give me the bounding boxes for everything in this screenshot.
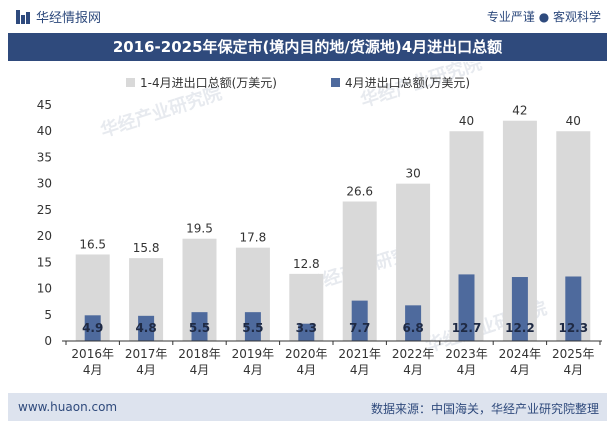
data-label-month: 12.3 (558, 321, 588, 335)
x-tick-label: 2024年 (499, 347, 542, 361)
x-tick-label: 4月 (510, 363, 530, 377)
legend-swatch (126, 78, 135, 87)
bar-month (191, 312, 208, 341)
x-tick-label: 4月 (83, 363, 103, 377)
data-label-total: 26.6 (346, 184, 373, 198)
x-tick-label: 2020年 (285, 347, 328, 361)
data-label-total: 19.5 (186, 222, 213, 236)
bar-month (138, 315, 155, 341)
y-tick-label: 35 (37, 150, 52, 164)
x-tick-label: 4月 (243, 363, 263, 377)
x-tick-label: 2018年 (178, 347, 221, 361)
brand: 华经情报网 (16, 7, 101, 26)
data-label-total: 16.5 (79, 237, 106, 251)
bar-month (405, 305, 422, 341)
slogan: 专业严谨 ● 客观科学 (486, 10, 601, 24)
data-label-month: 12.2 (505, 321, 535, 335)
bar-month (298, 323, 315, 341)
bar-month (511, 277, 528, 341)
y-tick-label: 0 (44, 334, 52, 348)
data-label-total: 40 (566, 114, 581, 128)
data-source: 数据来源：中国海关，华经产业研究院整理 (370, 402, 599, 416)
data-label-total: 12.8 (293, 257, 320, 271)
bar-month (244, 312, 261, 341)
y-tick-label: 40 (37, 124, 52, 138)
data-label-month: 12.7 (452, 321, 482, 335)
x-tick-label: 4月 (403, 363, 423, 377)
x-tick-label: 4月 (457, 363, 477, 377)
brand-name: 华经情报网 (36, 11, 102, 26)
data-label-month: 4.8 (135, 321, 156, 335)
x-tick-label: 2022年 (392, 347, 435, 361)
x-tick-label: 2025年 (552, 347, 595, 361)
y-tick-label: 5 (44, 308, 52, 322)
bar-month (458, 274, 475, 341)
legend-label: 1-4月进出口总额(万美元) (140, 76, 277, 90)
data-label-month: 3.3 (296, 321, 317, 335)
data-label-total: 42 (512, 104, 527, 118)
x-tick-label: 2023年 (445, 347, 488, 361)
y-tick-label: 45 (37, 98, 52, 112)
x-tick-label: 2017年 (125, 347, 168, 361)
y-tick-label: 25 (37, 203, 52, 217)
data-label-total: 17.8 (240, 231, 267, 245)
y-tick-label: 15 (37, 255, 52, 269)
y-tick-label: 30 (37, 177, 52, 191)
x-tick-label: 4月 (563, 363, 583, 377)
data-label-total: 30 (405, 167, 420, 181)
x-tick-label: 4月 (136, 363, 156, 377)
legend-swatch (331, 78, 340, 87)
x-tick-label: 4月 (296, 363, 316, 377)
website-link[interactable]: www.huaon.com (18, 400, 118, 414)
data-label-month: 5.5 (242, 321, 263, 335)
bar-chart: 华经产业研究院华经产业研究院华经产业研究院华经产业研究院 1-4月进出口总额(万… (37, 62, 602, 377)
legend-label: 4月进出口总额(万美元) (345, 76, 470, 90)
data-label-total: 40 (459, 114, 474, 128)
x-tick-label: 2021年 (338, 347, 381, 361)
y-tick-label: 20 (37, 229, 52, 243)
x-tick-label: 4月 (350, 363, 370, 377)
data-label-month: 5.5 (189, 321, 210, 335)
y-tick-label: 10 (37, 282, 52, 296)
bar-month (565, 276, 582, 341)
title-bar: 2016-2025年保定市(境内目的地/货源地)4月进出口总额 (8, 33, 607, 61)
data-label-month: 4.9 (82, 321, 103, 335)
brand-logo-icon (16, 9, 30, 24)
bar-month (84, 315, 101, 341)
data-label-total: 15.8 (133, 241, 160, 255)
data-label-month: 6.8 (402, 321, 423, 335)
x-tick-label: 2016年 (71, 347, 114, 361)
footer: www.huaon.com 数据来源：中国海关，华经产业研究院整理 (8, 393, 607, 421)
bar-month (351, 300, 368, 341)
data-label-month: 7.7 (349, 321, 370, 335)
x-tick-label: 4月 (190, 363, 210, 377)
watermark: 华经产业研究院 (98, 82, 225, 142)
top-bar: 华经情报网 专业严谨 ● 客观科学 (0, 0, 615, 32)
x-tick-label: 2019年 (232, 347, 275, 361)
chart-title: 2016-2025年保定市(境内目的地/货源地)4月进出口总额 (112, 38, 503, 56)
